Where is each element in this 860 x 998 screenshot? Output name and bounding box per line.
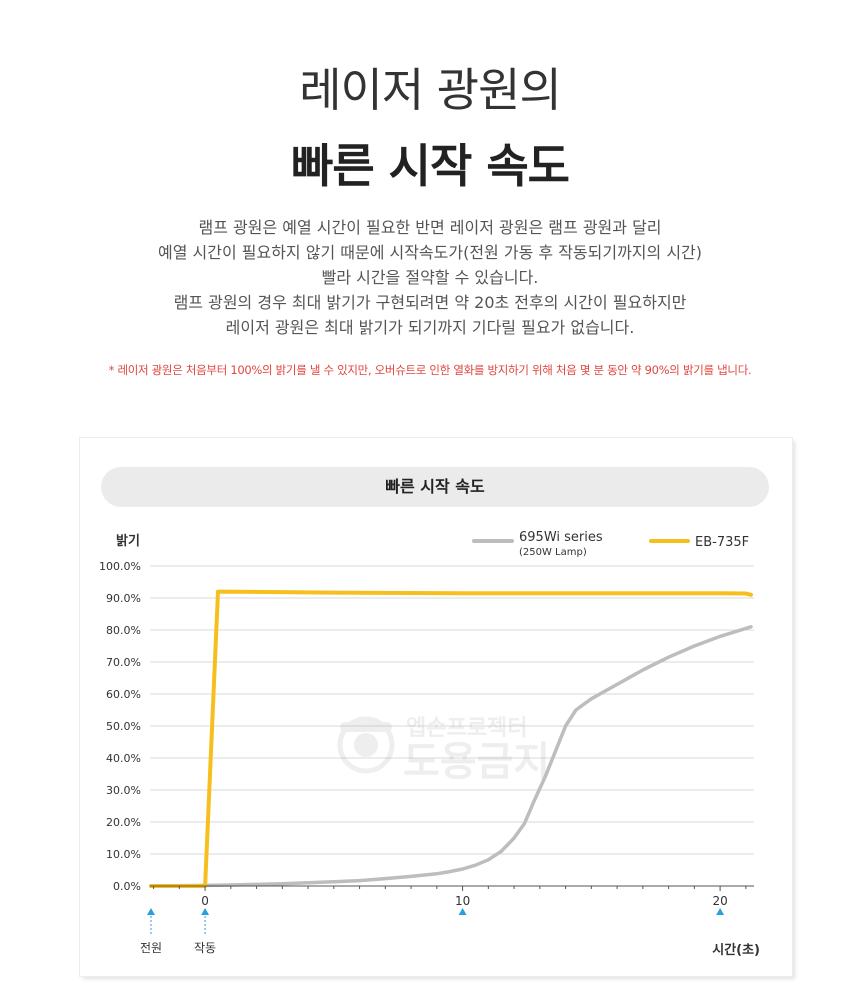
marker-label: 전원: [140, 941, 162, 955]
marker-arrow-icon: 작동: [194, 908, 216, 955]
y-tick-label: 40.0%: [106, 752, 141, 765]
x-tick-label: 10: [455, 894, 470, 908]
y-tick-label: 50.0%: [106, 720, 141, 733]
y-tick-label: 70.0%: [106, 656, 141, 669]
y-tick-label: 90.0%: [106, 592, 141, 605]
x-ticks: 0 10 20: [153, 886, 747, 908]
marker-arrow-icon: [458, 908, 467, 915]
description: 램프 광원은 예열 시간이 필요한 반면 레이저 광원은 램프 광원과 달리 예…: [0, 215, 860, 340]
description-line-2: 예열 시간이 필요하지 않기 때문에 시작속도가(전원 가동 후 작동되기까지의…: [157, 243, 703, 262]
y-tick-label: 30.0%: [106, 784, 141, 797]
y-tick-label: 0.0%: [113, 880, 141, 893]
grid-lines: [150, 565, 754, 855]
y-tick-label: 100.0%: [99, 560, 141, 573]
page-title-line2: 빠른 시작 속도: [291, 139, 570, 193]
y-axis-label: 밝기: [116, 534, 140, 549]
legend-sublabel-lamp: (250W Lamp): [519, 547, 587, 558]
page-title-line1: 레이저 광원의: [299, 63, 562, 117]
legend-label-lamp: 695Wi series: [519, 530, 603, 545]
watermark-emblem-icon: [337, 716, 395, 774]
y-tick-labels: 0.0% 10.0% 20.0% 30.0% 40.0% 50.0% 60.0% 70.0% 8…: [99, 560, 141, 893]
marker-arrow-icon: 전원: [140, 908, 162, 955]
chart-title: 빠른 시작 속도: [101, 467, 769, 507]
y-tick-label: 20.0%: [106, 816, 141, 829]
watermark: 엡손프로젝터 도용금지: [337, 716, 550, 785]
marker-arrow-icon: [716, 908, 725, 915]
x-tick-label: 20: [712, 894, 727, 908]
x-axis-label: 시간(초): [712, 942, 760, 958]
legend-label-laser: EB-735F: [695, 535, 749, 550]
description-line-1: 램프 광원은 예열 시간이 필요한 반면 레이저 광원은 램프 광원과 달리: [198, 218, 662, 237]
legend: 695Wi series (250W Lamp) EB-735F: [472, 530, 749, 558]
y-tick-label: 10.0%: [106, 848, 141, 861]
marker-label: 작동: [194, 941, 216, 955]
series-lines: [149, 589, 753, 888]
watermark-line1: 엡손프로젝터: [406, 716, 527, 741]
x-tick-label: 0: [201, 894, 209, 908]
x-markers: 전원 작동: [140, 908, 725, 955]
series-line-lamp: [149, 625, 753, 888]
description-line-4: 램프 광원의 경우 최대 밝기가 구현되려면 약 20초 전후의 시간이 필요하…: [173, 293, 687, 312]
description-line-3: 빨라 시간을 절약할 수 있습니다.: [321, 268, 539, 287]
y-tick-label: 60.0%: [106, 688, 141, 701]
footnote: * 레이저 광원은 처음부터 100%의 밝기를 낼 수 있지만, 오버슈트로 …: [108, 363, 752, 377]
watermark-line2: 도용금지: [403, 739, 550, 785]
y-tick-label: 80.0%: [106, 624, 141, 637]
series-line-laser: [149, 589, 753, 888]
description-line-5: 레이저 광원은 최대 밝기가 되기까지 기다릴 필요가 없습니다.: [225, 318, 635, 337]
